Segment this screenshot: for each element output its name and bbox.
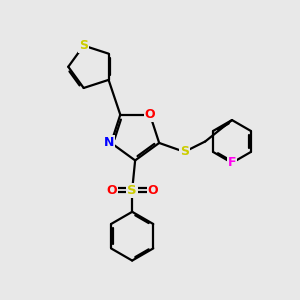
Text: S: S <box>180 146 189 158</box>
Text: O: O <box>106 184 117 196</box>
Text: S: S <box>128 184 137 196</box>
Text: F: F <box>228 156 236 170</box>
Text: S: S <box>79 39 88 52</box>
Text: N: N <box>103 136 114 149</box>
Text: O: O <box>145 108 155 121</box>
Text: O: O <box>148 184 158 196</box>
